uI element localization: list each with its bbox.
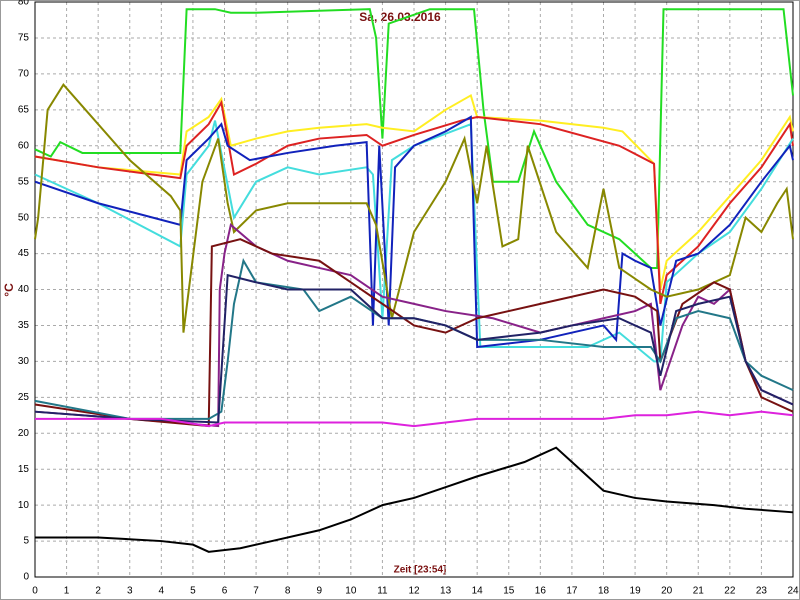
- series-line: [34, 82, 794, 333]
- chart-title: Sa, 26.03.2016: [359, 10, 441, 24]
- x-tick-label: 13: [440, 586, 452, 597]
- x-tick-label: 6: [222, 586, 228, 597]
- x-tick-label: 2: [95, 586, 101, 597]
- x-tick-label: 18: [598, 586, 610, 597]
- plot-border: [34, 1, 794, 578]
- y-tick-label: 45: [18, 248, 30, 259]
- x-tick-label: 17: [566, 586, 578, 597]
- y-tick-label: 70: [18, 69, 30, 80]
- x-tick-label: 23: [756, 586, 768, 597]
- x-tick-label: 8: [285, 586, 291, 597]
- series-line: [34, 99, 794, 305]
- series-line: [35, 410, 794, 428]
- y-tick-label: 0: [23, 572, 29, 583]
- y-tick-label: 35: [18, 320, 30, 331]
- x-tick-label: 21: [693, 586, 705, 597]
- x-tick-label: 10: [345, 586, 357, 597]
- y-tick-label: 5: [23, 536, 29, 547]
- x-tick-label: 12: [408, 586, 420, 597]
- x-tick-label: 19: [630, 586, 642, 597]
- y-tick-label: 25: [18, 392, 30, 403]
- y-tick-label: 55: [18, 176, 30, 187]
- y-tick-label: 20: [18, 428, 30, 439]
- x-tick-label: 0: [32, 586, 38, 597]
- x-tick-label: 24: [787, 586, 799, 597]
- y-tick-label: 15: [18, 464, 30, 475]
- x-tick-label: 16: [535, 586, 547, 597]
- y-axis-label: °C: [2, 283, 16, 297]
- x-axis-label: Zeit [23:54]: [394, 565, 447, 576]
- y-tick-label: 75: [18, 33, 30, 44]
- y-tick-label: 60: [18, 140, 30, 151]
- x-tick-label: 7: [253, 586, 259, 597]
- series-line: [34, 273, 794, 424]
- x-tick-label: 9: [316, 586, 322, 597]
- x-tick-label: 5: [190, 586, 196, 597]
- x-tick-label: 22: [724, 586, 736, 597]
- series-line: [35, 446, 794, 553]
- series-line: [34, 115, 794, 349]
- x-tick-label: 1: [64, 586, 70, 597]
- y-tick-label: 30: [18, 356, 30, 367]
- y-tick-label: 10: [18, 500, 30, 511]
- series-line: [34, 8, 794, 269]
- y-tick-label: 40: [18, 284, 30, 295]
- y-tick-label: 80: [18, 0, 30, 8]
- series-line: [34, 238, 794, 428]
- x-tick-label: 11: [377, 586, 388, 597]
- series-line: [34, 93, 794, 290]
- y-tick-label: 65: [18, 104, 30, 115]
- x-tick-label: 4: [159, 586, 165, 597]
- x-tick-label: 14: [472, 586, 484, 597]
- x-tick-label: 15: [503, 586, 515, 597]
- x-tick-label: 20: [661, 586, 673, 597]
- x-tick-label: 3: [127, 586, 133, 597]
- y-tick-label: 50: [18, 212, 30, 223]
